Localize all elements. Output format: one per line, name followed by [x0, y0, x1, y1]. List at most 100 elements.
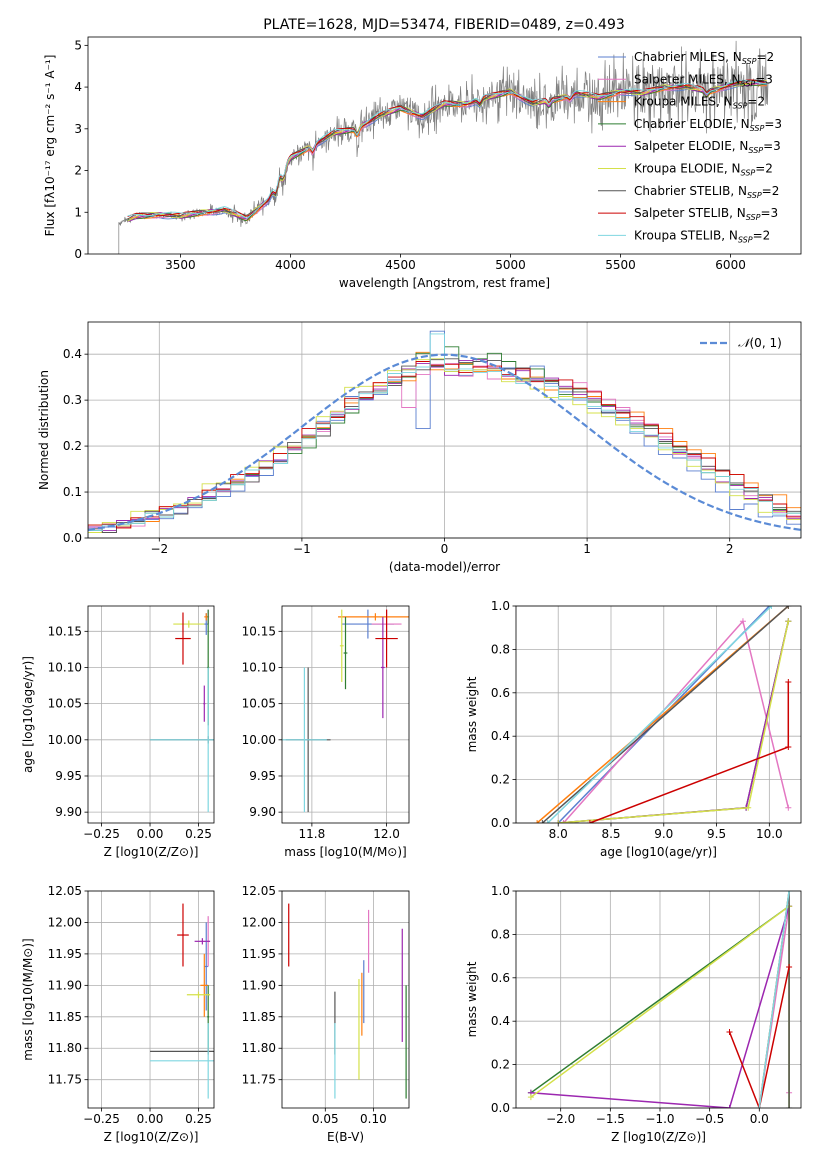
weight-marker [555, 820, 562, 823]
y-tick-label: 10.00 [48, 733, 82, 747]
plot-area-weight-vs-Z [527, 891, 793, 1108]
y-tick-label: 0.0 [491, 1101, 510, 1115]
x-tick-label: 0.10 [360, 1112, 387, 1126]
errorbar-point-2 [204, 613, 209, 621]
legend-label-main: Kroupa ELODIE, N [634, 162, 741, 176]
y-tick-label: 0.2 [491, 1058, 510, 1072]
model-line-8 [127, 79, 767, 219]
weight-marker [745, 804, 752, 811]
weight-line-6 [541, 606, 789, 823]
weight-marker [768, 606, 775, 609]
legend-entry: 𝒩(0, 1) [738, 336, 782, 350]
x-tick-label: 4000 [275, 258, 306, 272]
weight-marker [544, 820, 551, 823]
weight-marker [527, 1094, 534, 1101]
axes-frame [281, 890, 410, 1109]
y-tick-label: 12.00 [242, 915, 276, 929]
y-tick-label: 2 [74, 164, 82, 178]
model-line-3 [127, 82, 767, 222]
y-tick-label: 11.80 [48, 1041, 82, 1055]
y-tick-label: 9.90 [55, 805, 82, 819]
y-tick-label: 0.0 [491, 816, 510, 830]
weight-line-4 [530, 905, 790, 1108]
chart-title: PLATE=1628, MJD=53474, FIBERID=0489, z=0… [263, 17, 625, 33]
y-tick-label: 9.90 [249, 805, 276, 819]
legend-entry: Kroupa MILES, NSSP=2 [634, 95, 765, 111]
errorbar-point-5 [339, 609, 344, 682]
y-tick-label: 10.15 [48, 624, 82, 638]
y-tick-label: 12.00 [48, 915, 82, 929]
legend-entry: Kroupa ELODIE, NSSP=2 [634, 162, 773, 178]
y-tick-label: 12.05 [242, 884, 276, 898]
axes-spectrum: 3500 4000 4500 5000 5500 6000 0 1 2 3 4 5 wavelength… [43, 36, 802, 290]
weight-line-1 [562, 619, 790, 823]
model-line-1 [127, 82, 767, 220]
axes-age-vs-mass: 11.8 12.0 9.90 9.95 10.00 10.05 10.10 10.15 mass… [242, 605, 410, 859]
x-tick-label: −1.5 [596, 1112, 625, 1126]
legend-label-main: Chabrier MILES, N [634, 50, 742, 64]
x-tick-label: 9.0 [654, 827, 673, 841]
errorbar-point-4 [380, 616, 385, 719]
y-tick-label: 0.4 [63, 347, 82, 361]
legend-entry: Chabrier STELIB, NSSP=2 [634, 184, 779, 200]
legend-label-tail: =3 [760, 206, 778, 220]
errorbar-point-5 [186, 991, 211, 998]
y-tick-label: 9.95 [249, 769, 276, 783]
y-tick-label: 11.90 [242, 978, 276, 992]
x-tick-label: −1 [293, 542, 311, 556]
y-tick-label: 12.05 [48, 884, 82, 898]
x-tick-label: 1 [583, 542, 591, 556]
legend-label-main: Salpeter MILES, N [634, 72, 741, 86]
legend-label-tail: =2 [755, 162, 773, 176]
y-tick-label: 10.05 [242, 697, 276, 711]
x-tick-label: 8.5 [601, 827, 620, 841]
weight-line-4 [558, 621, 790, 823]
y-tick-label: 11.95 [48, 947, 82, 961]
x-axis-label: Z [log10(Z/Z⊙)] [104, 845, 199, 859]
x-tick-label: 0.25 [185, 1112, 212, 1126]
x-tick-label: 6000 [715, 258, 746, 272]
axes-frame [281, 605, 410, 824]
legend-label-main: Chabrier STELIB, N [634, 184, 747, 198]
errorbar-point-2 [200, 953, 209, 1017]
plot-area-mass-vs-Z [150, 903, 214, 1099]
axes-frame [87, 890, 215, 1109]
errorbar-point-7 [175, 612, 191, 665]
x-tick-label: 12.0 [373, 827, 400, 841]
y-tick-label: 0.3 [63, 393, 82, 407]
weight-marker [785, 678, 792, 685]
weight-marker [560, 820, 567, 823]
y-tick-label: 0.6 [491, 971, 510, 985]
weight-marker [539, 820, 546, 823]
legend-label-tail: =2 [756, 50, 774, 64]
y-tick-label: 4 [74, 80, 82, 94]
legend-label-main: Kroupa STELIB, N [634, 228, 738, 242]
errorbar-point-8 [282, 667, 327, 813]
x-axis-label: mass [log10(M/M⊙)] [284, 845, 406, 859]
legend-label-tail: =3 [764, 117, 782, 131]
weight-line-3 [558, 621, 790, 823]
y-tick-label: 11.85 [48, 1010, 82, 1024]
x-axis-label: age [log10(age/yr)] [600, 845, 717, 859]
y-axis-label: Normed distribution [37, 370, 51, 490]
y-tick-label: 3 [74, 122, 82, 136]
axes-weight-vs-age: 8.0 8.5 9.0 9.5 10.0 0.0 0.2 0.4 0.6 0.8 1.0 age [l… [465, 599, 802, 859]
x-tick-label: −0.5 [695, 1112, 724, 1126]
weight-line-5 [558, 621, 790, 823]
y-tick-label: 0.2 [63, 439, 82, 453]
x-tick-label: 5500 [605, 258, 636, 272]
y-tick-label: 10.10 [48, 660, 82, 674]
weight-marker [726, 1029, 733, 1036]
errorbar-point-4 [194, 938, 211, 945]
y-tick-label: 9.95 [55, 769, 82, 783]
weight-marker [785, 606, 792, 609]
x-axis-label: Z [log10(Z/Z⊙)] [611, 1130, 706, 1144]
legend-entry: Chabrier MILES, NSSP=2 [634, 50, 774, 66]
weight-marker [786, 1105, 793, 1108]
weight-marker [726, 1105, 733, 1108]
x-tick-label: −0.25 [83, 1112, 120, 1126]
y-tick-label: 10.05 [48, 697, 82, 711]
x-tick-label: 0.05 [312, 1112, 339, 1126]
axes-weight-vs-Z: −2.0 −1.5 −1.0 −0.5 0.0 0.0 0.2 0.4 0.6 0.8 1.0 Z [… [465, 884, 802, 1144]
x-tick-label: 10.0 [756, 827, 783, 841]
